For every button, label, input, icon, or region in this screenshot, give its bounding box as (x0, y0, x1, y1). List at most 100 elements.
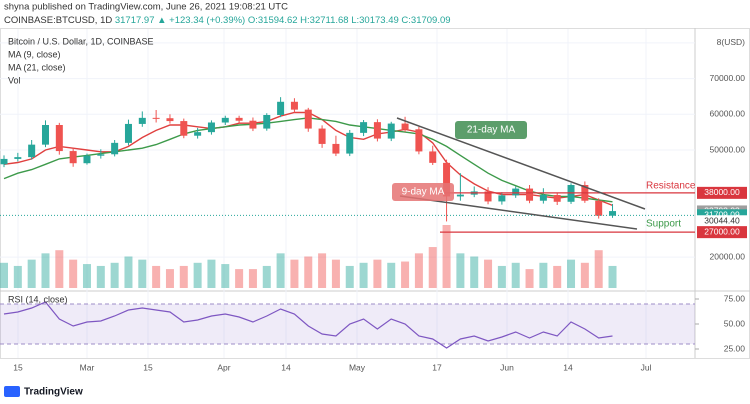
annotation: 9-day MA (402, 187, 445, 198)
price-label: 31709.09 (704, 210, 740, 220)
rsi-band (0, 304, 695, 344)
candle-body (83, 155, 91, 164)
volume-bar (428, 247, 437, 288)
price-label-box (697, 226, 747, 239)
volume-bar (497, 265, 506, 288)
volume-bar (539, 262, 548, 288)
annotation-box (392, 183, 454, 201)
volume-bar (276, 253, 285, 288)
volume-bar (290, 259, 299, 288)
candle-body (277, 101, 285, 115)
x-tick-label: Jun (500, 362, 514, 372)
rsi-legend: RSI (14, close) (8, 294, 68, 304)
brand-logo (4, 386, 20, 397)
y-tick-label: 50.00 (724, 318, 746, 328)
volume-bar (0, 262, 8, 288)
volume-bar (179, 265, 188, 288)
candle-body (553, 195, 561, 202)
candle-body (373, 122, 381, 139)
candle-body (346, 132, 354, 154)
volume-bar (207, 259, 216, 288)
y-tick-label: 50000.00 (710, 144, 746, 154)
annotation-box (455, 121, 527, 139)
candle-body (0, 158, 8, 165)
price-label-box (697, 215, 747, 228)
volume-bar (165, 269, 174, 288)
volume-bar (456, 253, 465, 288)
volume-bar (221, 264, 230, 288)
candle-body (207, 122, 215, 133)
volume-bar (235, 269, 244, 288)
volume-bar (138, 259, 147, 288)
candle-body (415, 129, 423, 152)
volume-bar (345, 265, 354, 288)
symbol: COINBASE:BTCUSD, 1D (4, 15, 112, 26)
publisher: shyna published on TradingView.com, June… (4, 2, 288, 13)
volume-bar (13, 265, 22, 288)
x-tick-label: May (349, 362, 366, 372)
volume-bar (55, 250, 64, 288)
candle-body (221, 117, 229, 123)
volume-bar (373, 259, 382, 288)
volume-bar (41, 253, 50, 288)
candle-body (235, 117, 243, 121)
legend-entry: Vol (8, 75, 21, 85)
candle-body (194, 132, 202, 136)
candle-body (526, 188, 534, 201)
price-label: 30044.40 (704, 216, 740, 226)
candle-body (484, 191, 492, 202)
upper-trendline (396, 117, 646, 210)
volume-bar (414, 253, 423, 288)
candle-body (290, 101, 298, 110)
volume-bar (193, 262, 202, 288)
candle-body (41, 125, 49, 145)
x-tick-label: 14 (563, 362, 573, 372)
volume-bar (594, 250, 603, 288)
candle-body (14, 157, 22, 159)
annotation: Resistance (646, 181, 696, 192)
volume-bar (359, 262, 368, 288)
volume-bar (69, 259, 78, 288)
symbol-line: COINBASE:BTCUSD, 1D 31717.97 ▲ +123.34 (… (4, 15, 451, 26)
x-tick-label: 17 (432, 362, 442, 372)
candle-body (152, 117, 160, 119)
volume-bar (387, 262, 396, 288)
candle-body (332, 143, 340, 154)
x-tick-label: Jul (641, 362, 652, 372)
volume-bar (608, 265, 617, 288)
candle-body (456, 194, 464, 197)
candle-body (609, 211, 617, 216)
candle-body (429, 151, 437, 163)
x-tick-label: 14 (281, 362, 291, 372)
annotation: 21-day MA (467, 125, 516, 136)
change: ▲ +123.34 (+0.39%) (157, 15, 245, 26)
y-tick-label: 70000.00 (710, 73, 746, 83)
legend-entry: MA (9, close) (8, 49, 61, 59)
y-tick-label: 60000.00 (710, 109, 746, 119)
volume-bar (511, 262, 520, 288)
candle-body (263, 115, 271, 129)
candle-body (55, 125, 63, 152)
candle-body (166, 118, 174, 122)
candle-body (443, 162, 451, 197)
volume-bar (470, 256, 479, 288)
volume-bar (442, 225, 451, 288)
candle-body (360, 122, 368, 133)
x-tick-label: Mar (80, 362, 95, 372)
volume-bar (331, 259, 340, 288)
legend-entry: MA (21, close) (8, 62, 66, 72)
candle-body (401, 123, 409, 130)
volume-bar (152, 265, 161, 288)
candle-body (97, 154, 105, 156)
volume-bar (304, 256, 313, 288)
candle-body (318, 128, 326, 144)
volume-bar (124, 256, 133, 288)
volume-bar (580, 262, 589, 288)
volume-bar (484, 259, 493, 288)
volume-bar (96, 265, 105, 288)
volume-bar (27, 259, 36, 288)
price-label-box (697, 186, 747, 199)
candle-body (111, 142, 119, 155)
last-price: 31717.97 (115, 15, 155, 26)
